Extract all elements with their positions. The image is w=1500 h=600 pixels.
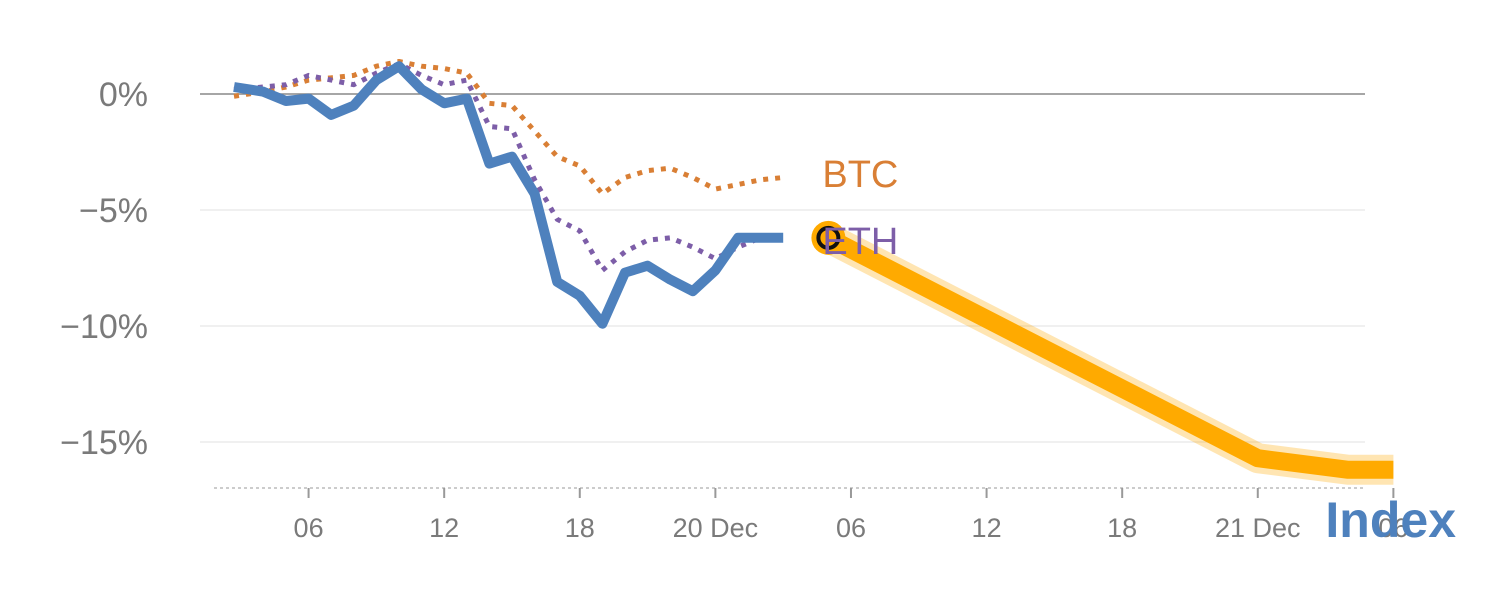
current-marker[interactable] <box>811 220 846 255</box>
marker-halo <box>811 220 846 255</box>
x-tick-label: 18 <box>565 513 595 543</box>
x-tick-label: 06 <box>1378 513 1408 543</box>
x-tick-label: 21 Dec <box>1215 513 1301 543</box>
y-tick-label: −5% <box>79 192 148 230</box>
gridlines <box>200 93 1365 443</box>
projection-line-path <box>824 229 1394 479</box>
x-tick-label: 18 <box>1107 513 1137 543</box>
y-tick-label: −15% <box>60 424 148 462</box>
series-lines <box>233 59 784 329</box>
x-tick-label: 12 <box>429 513 459 543</box>
projection-line <box>821 224 1394 485</box>
eth-label: ETH <box>822 221 898 263</box>
x-tick-label: 06 <box>836 513 866 543</box>
btc-label: BTC <box>822 154 898 196</box>
x-tick-label: 06 <box>294 513 324 543</box>
index-label: Index <box>1325 492 1456 548</box>
y-tick-label: 0% <box>99 76 148 114</box>
series-line-eth <box>233 61 784 273</box>
x-axis: 06 12 18 20 Dec 06 12 18 21 Dec 06 <box>214 487 1408 543</box>
marker-dot[interactable] <box>816 225 841 250</box>
series-line-index <box>233 61 784 329</box>
series-labels: BTC ETH Index <box>822 154 1456 548</box>
y-axis: 0% −5% −10% −15% <box>60 76 148 462</box>
y-tick-label: −10% <box>60 308 148 346</box>
x-tick-label: 20 Dec <box>673 513 759 543</box>
x-tick-label: 12 <box>972 513 1002 543</box>
